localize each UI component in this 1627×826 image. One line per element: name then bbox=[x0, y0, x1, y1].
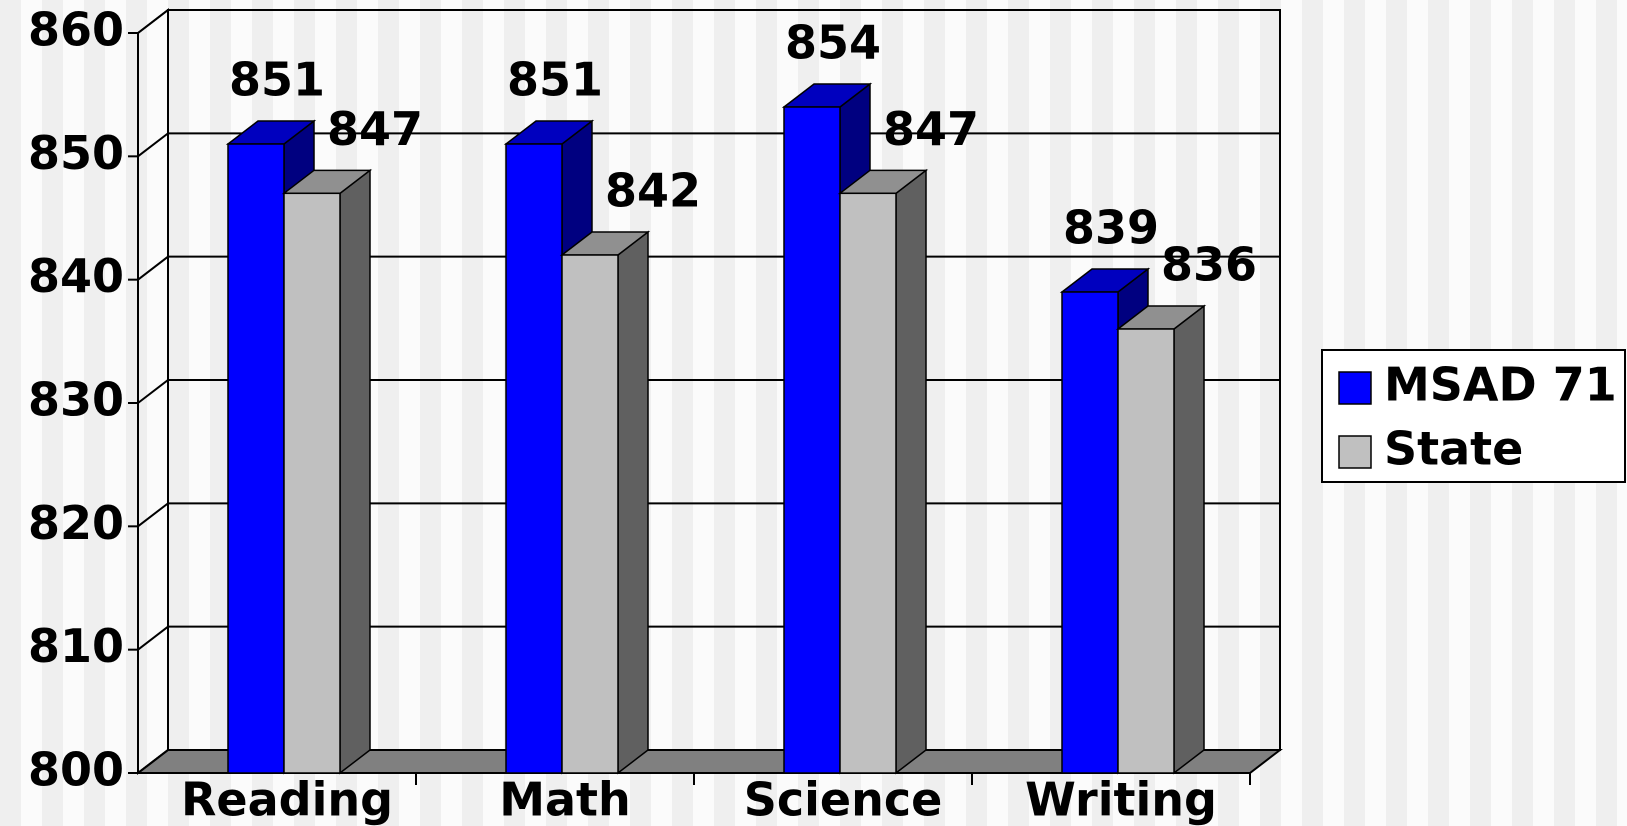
bar-side bbox=[617, 230, 649, 775]
y-tick-label: 860 bbox=[28, 3, 124, 57]
bar bbox=[283, 192, 341, 774]
y-tick-label: 850 bbox=[28, 126, 124, 180]
bar bbox=[1117, 328, 1175, 774]
legend-box bbox=[1321, 349, 1626, 483]
value-label: 839 bbox=[1063, 201, 1159, 255]
x-tick-label: Science bbox=[744, 773, 943, 826]
y-tick-label: 820 bbox=[28, 496, 124, 550]
bar bbox=[505, 143, 563, 774]
grid-line bbox=[137, 9, 1280, 34]
bar-side bbox=[895, 168, 927, 775]
value-label: 854 bbox=[785, 16, 881, 70]
bar bbox=[227, 143, 285, 774]
x-tick-label: Math bbox=[499, 773, 631, 826]
value-label: 847 bbox=[327, 102, 423, 156]
value-label: 851 bbox=[229, 53, 325, 107]
legend-swatch bbox=[1338, 371, 1372, 405]
value-label: 836 bbox=[1161, 238, 1257, 292]
grid-line bbox=[137, 132, 1280, 158]
legend-label: State bbox=[1384, 422, 1523, 476]
y-tick-label: 840 bbox=[28, 249, 124, 303]
bar-side bbox=[339, 168, 371, 775]
x-tick-label: Writing bbox=[1025, 773, 1217, 826]
bar bbox=[561, 254, 619, 774]
bar bbox=[1061, 291, 1119, 774]
y-tick-label: 800 bbox=[28, 743, 124, 797]
x-tick-label: Reading bbox=[181, 773, 393, 826]
value-label: 851 bbox=[507, 53, 603, 107]
y-tick-label: 810 bbox=[28, 619, 124, 673]
legend-swatch bbox=[1338, 435, 1372, 469]
value-label: 842 bbox=[605, 164, 701, 218]
value-label: 847 bbox=[883, 102, 979, 156]
bar bbox=[783, 106, 841, 774]
bar-side bbox=[1173, 304, 1205, 775]
y-tick-label: 830 bbox=[28, 373, 124, 427]
legend-label: MSAD 71 bbox=[1384, 358, 1617, 412]
bar bbox=[839, 192, 897, 774]
